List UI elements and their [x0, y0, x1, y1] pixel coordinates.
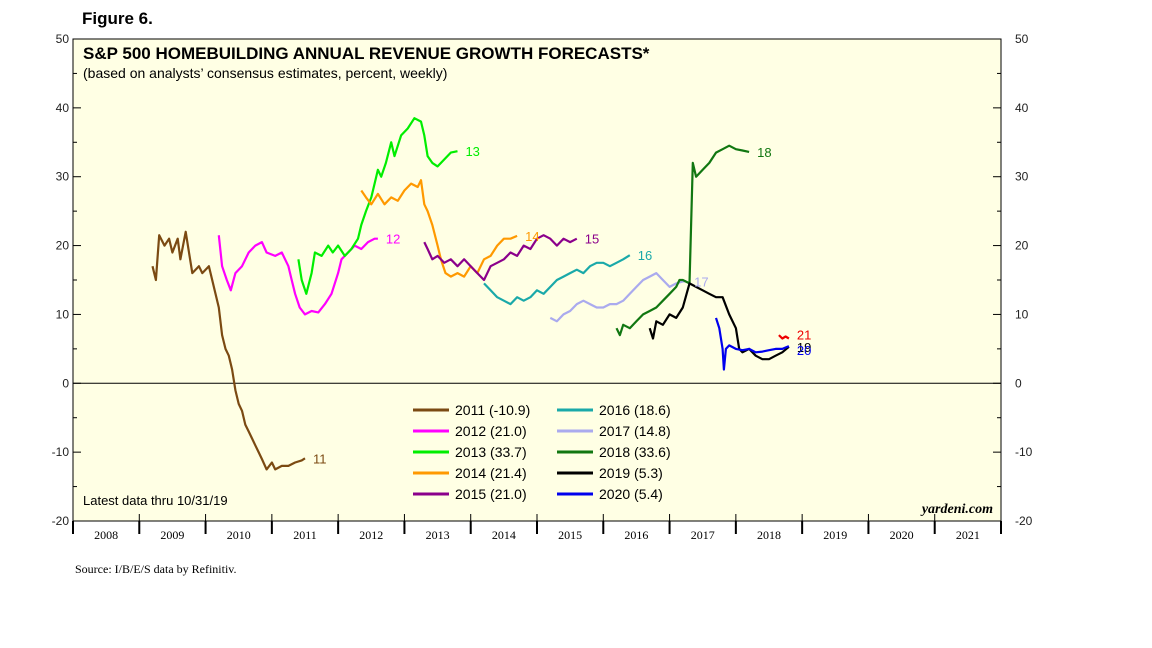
series-end-label-2020: 20	[797, 343, 811, 358]
series-line-2017	[549, 272, 687, 323]
latest-data-note: Latest data thru 10/31/19	[83, 493, 228, 508]
x-tick-label: 2017	[691, 528, 715, 542]
legend-label-2019: 2019 (5.3)	[599, 465, 663, 481]
y-tick-label-left: 0	[62, 376, 69, 390]
y-tick-label-right: -20	[1015, 514, 1033, 528]
series-line-2016	[483, 254, 631, 306]
x-tick-label: 2021	[956, 528, 980, 542]
source-note: Source: I/B/E/S data by Refinitiv.	[75, 562, 237, 576]
y-tick-label-left: 30	[56, 170, 70, 184]
series-line-2011	[151, 230, 306, 471]
series-end-label-2021: 21	[797, 328, 811, 343]
y-tick-label-left: -20	[52, 514, 70, 528]
legend-label-2011: 2011 (-10.9)	[455, 402, 530, 418]
y-tick-label-right: 50	[1015, 32, 1029, 46]
series-line-2014	[360, 179, 518, 278]
y-tick-label-right: 40	[1015, 101, 1029, 115]
legend-label-2013: 2013 (33.7)	[455, 444, 527, 460]
chart-subtitle: (based on analysts’ consensus estimates,…	[83, 65, 447, 81]
y-tick-label-right: 10	[1015, 307, 1029, 321]
series-line-2019	[648, 282, 790, 361]
series-line-2021	[778, 334, 790, 340]
y-tick-label-right: 20	[1015, 239, 1029, 253]
legend-label-2014: 2014 (21.4)	[455, 465, 527, 481]
y-tick-label-right: 30	[1015, 170, 1029, 184]
y-tick-label-right: -10	[1015, 445, 1033, 459]
series-end-label-2019: 19	[797, 340, 811, 355]
y-tick-label-left: 20	[56, 239, 70, 253]
legend-label-2017: 2017 (14.8)	[599, 423, 671, 439]
x-tick-label: 2018	[757, 528, 781, 542]
series-end-label-2012: 12	[386, 232, 400, 247]
x-tick-label: 2011	[293, 528, 317, 542]
x-tick-label: 2010	[227, 528, 251, 542]
legend-label-2018: 2018 (33.6)	[599, 444, 671, 460]
x-tick-label: 2012	[359, 528, 383, 542]
x-tick-label: 2008	[94, 528, 118, 542]
x-tick-label: 2019	[823, 528, 847, 542]
series-line-2018	[615, 144, 750, 337]
series-end-label-2017: 17	[694, 274, 708, 289]
x-tick-label: 2015	[558, 528, 582, 542]
legend-label-2020: 2020 (5.4)	[599, 486, 663, 502]
x-tick-label: 2020	[890, 528, 914, 542]
x-tick-label: 2013	[426, 528, 450, 542]
x-tick-label: 2014	[492, 528, 516, 542]
brand-watermark: yardeni.com	[920, 502, 993, 517]
y-tick-label-left: -10	[52, 445, 70, 459]
chart-title: S&P 500 HOMEBUILDING ANNUAL REVENUE GROW…	[83, 44, 650, 63]
figure-label: Figure 6.	[82, 9, 153, 28]
x-tick-label: 2009	[160, 528, 184, 542]
legend-label-2016: 2016 (18.6)	[599, 402, 671, 418]
series-line-2015	[423, 234, 578, 282]
series-end-label-2018: 18	[757, 145, 771, 160]
series-line-2020	[714, 317, 790, 371]
series-end-label-2011: 11	[313, 451, 327, 466]
legend-label-2015: 2015 (21.0)	[455, 486, 527, 502]
series-end-label-2016: 16	[638, 248, 652, 263]
series-line-2013	[297, 117, 458, 295]
series-end-label-2014: 14	[525, 229, 539, 244]
y-tick-label-left: 10	[56, 307, 70, 321]
series-end-label-2015: 15	[585, 232, 599, 247]
series-end-label-2013: 13	[465, 144, 479, 159]
legend-label-2012: 2012 (21.0)	[455, 423, 527, 439]
y-tick-label-right: 0	[1015, 376, 1022, 390]
x-tick-label: 2016	[624, 528, 648, 542]
y-tick-label-left: 40	[56, 101, 70, 115]
y-tick-label-left: 50	[56, 32, 70, 46]
